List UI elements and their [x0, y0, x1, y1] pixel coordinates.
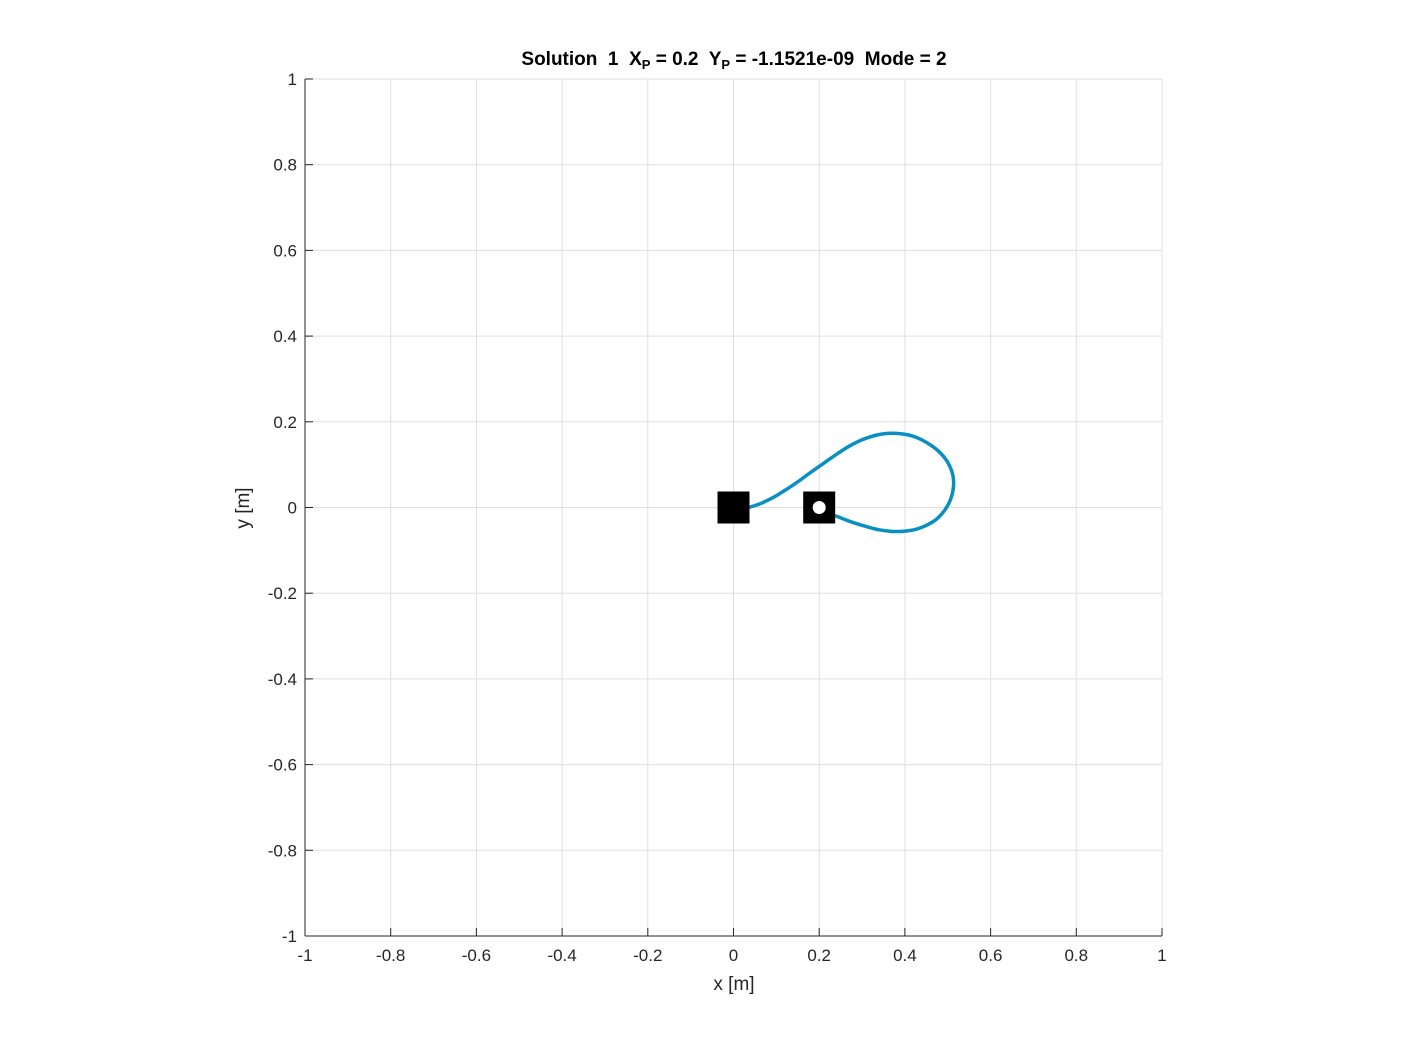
y-tick-label: 0 — [288, 499, 297, 518]
y-tick-label: -0.2 — [268, 584, 297, 603]
title-y-val: = -1.1521e-09 — [730, 49, 854, 70]
title-solution: Solution 1 — [521, 49, 619, 70]
x-tick-label: -0.4 — [547, 946, 576, 965]
x-tick-label: 0.6 — [979, 946, 1003, 965]
x-tick-label: -0.6 — [462, 946, 491, 965]
series-layer — [746, 431, 956, 534]
x-tick-label: -0.8 — [376, 946, 405, 965]
title-y-var: Y — [709, 49, 722, 70]
y-tick-label: 1 — [288, 70, 297, 89]
y-tick-label: -0.8 — [268, 841, 297, 860]
y-tick-label: 0.4 — [273, 327, 297, 346]
title-x-val: = 0.2 — [650, 49, 698, 70]
y-tick-label: 0.2 — [273, 413, 297, 432]
y-tick-label: -0.6 — [268, 756, 297, 775]
x-tick-label: 0 — [729, 946, 738, 965]
base-square-marker — [717, 491, 750, 524]
x-tick-label: -1 — [297, 946, 312, 965]
y-tick-label: 0.6 — [273, 241, 297, 260]
x-tick-label: -0.2 — [633, 946, 662, 965]
x-tick-label: 0.2 — [807, 946, 831, 965]
x-tick-label: 0.8 — [1064, 946, 1088, 965]
chart-title: Solution 1 XP = 0.2 YP = -1.1521e-09 Mod… — [521, 49, 946, 72]
title-x-var: X — [629, 49, 642, 70]
series-line — [746, 431, 956, 534]
title-mode: Mode = 2 — [865, 49, 947, 70]
title-x-sub: P — [642, 57, 651, 72]
x-tick-label: 0.4 — [893, 946, 917, 965]
title-y-sub: P — [721, 57, 730, 72]
x-axis-label: x [m] — [713, 974, 754, 995]
y-axis-label: y [m] — [233, 487, 254, 528]
ticks: -1 -0.8 -0.6 -0.4 -0.2 0 0.2 0.4 0.6 0.8 1 -1 -0.8 -0… — [268, 70, 1167, 965]
grid — [304, 78, 1163, 937]
y-tick-label: 0.8 — [273, 156, 297, 175]
x-tick-label: 1 — [1157, 946, 1166, 965]
marker-layer — [717, 491, 836, 524]
y-tick-label: -1 — [282, 927, 297, 946]
end-dot-marker — [812, 501, 826, 514]
y-tick-label: -0.4 — [268, 670, 297, 689]
